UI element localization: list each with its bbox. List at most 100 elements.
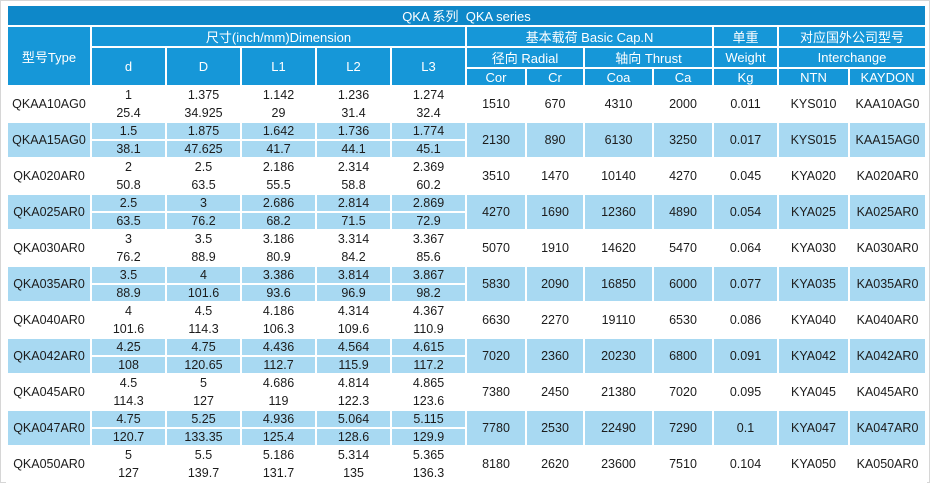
cell-L1-mm: 119 (240, 391, 317, 411)
cell-cor: 7780 (465, 409, 527, 447)
cell-d-mm: 127 (90, 463, 167, 483)
table-row-mm: 76.2 88.9 80.9 84.2 85.6 (7, 247, 926, 267)
bearing-spec-table: QKA 系列 QKA series 型号Type 尺寸(inch/mm)Dime… (6, 4, 927, 483)
cell-L2-inch: 4.314 (315, 301, 392, 321)
cell-cor: 5070 (465, 229, 527, 267)
cell-L1-mm: 112.7 (240, 355, 317, 375)
group-header-dimension: 尺寸(inch/mm)Dimension (90, 25, 467, 48)
cell-ntn: KYA025 (777, 193, 850, 231)
table-row-mm: 114.3 127 119 122.3 123.6 (7, 391, 926, 411)
cell-ca: 3250 (652, 121, 714, 159)
header-row-1: 型号Type 尺寸(inch/mm)Dimension 基本载荷 Basic C… (6, 25, 927, 87)
cell-d-inch: 1 (90, 85, 167, 105)
cell-type: QKAA10AG0 (6, 85, 92, 123)
cell-coa: 21380 (583, 373, 654, 411)
cell-d-inch: 4.5 (90, 373, 167, 393)
table-row-mm: 108 120.65 112.7 115.9 117.2 (7, 355, 926, 375)
cell-ca: 2000 (652, 85, 714, 123)
cell-ca: 5470 (652, 229, 714, 267)
table-row-mm: 25.4 34.925 29 31.4 32.4 (7, 103, 926, 123)
cell-d-inch: 1.5 (90, 121, 167, 141)
cell-L3-inch: 1.774 (390, 121, 467, 141)
cell-cor: 8180 (465, 445, 527, 483)
cell-d-mm: 108 (90, 355, 167, 375)
cell-cr: 1470 (525, 157, 585, 195)
cell-d-inch: 4.75 (90, 409, 167, 429)
cell-L2-inch: 1.236 (315, 85, 392, 105)
col-header-weight-en: Weight (712, 46, 779, 69)
header-row-3: Cor Cr Coa Ca Kg NTN KAYDON (7, 67, 927, 87)
cell-L3-mm: 123.6 (390, 391, 467, 411)
cell-L2-inch: 2.314 (315, 157, 392, 177)
cell-L1-inch: 5.186 (240, 445, 317, 465)
cell-D-mm: 139.7 (165, 463, 242, 483)
cell-L1-inch: 2.186 (240, 157, 317, 177)
cell-kaydon: KA025AR0 (848, 193, 927, 231)
cell-D-inch: 1.375 (165, 85, 242, 105)
cell-ca: 6800 (652, 337, 714, 375)
cell-ca: 7510 (652, 445, 714, 483)
cell-weight-kg: 0.104 (712, 445, 779, 483)
col-header-cor: Cor (465, 67, 527, 87)
table-row-mm: 101.6 114.3 106.3 109.6 110.9 (7, 319, 926, 339)
cell-L1-mm: 68.2 (240, 211, 317, 231)
cell-L3-mm: 45.1 (390, 139, 467, 159)
cell-L3-mm: 85.6 (390, 247, 467, 267)
cell-L2-mm: 122.3 (315, 391, 392, 411)
table-row: QKAA15AG0 1.5 1.875 1.642 1.736 1.774 2130 890 6… (6, 121, 927, 159)
col-header-L2: L2 (315, 46, 392, 87)
cell-coa: 12360 (583, 193, 654, 231)
cell-ca: 7020 (652, 373, 714, 411)
cell-d-mm: 50.8 (90, 175, 167, 195)
cell-d-mm: 88.9 (90, 283, 167, 303)
cell-cr: 890 (525, 121, 585, 159)
cell-L1-inch: 4.436 (240, 337, 317, 357)
cell-ca: 6530 (652, 301, 714, 339)
cell-L1-mm: 29 (240, 103, 317, 123)
cell-L1-inch: 1.142 (240, 85, 317, 105)
cell-L2-mm: 31.4 (315, 103, 392, 123)
cell-ca: 4890 (652, 193, 714, 231)
cell-coa: 23600 (583, 445, 654, 483)
col-header-D: D (165, 46, 242, 87)
cell-L3-inch: 4.615 (390, 337, 467, 357)
cell-L1-inch: 4.936 (240, 409, 317, 429)
cell-ca: 7290 (652, 409, 714, 447)
col-header-L3: L3 (390, 46, 467, 87)
cell-cr: 1690 (525, 193, 585, 231)
cell-L1-inch: 4.686 (240, 373, 317, 393)
table-row: QKA035AR0 3.5 4 3.386 3.814 3.867 5830 2090 1685… (6, 265, 927, 303)
cell-type: QKAA15AG0 (6, 121, 92, 159)
cell-coa: 14620 (583, 229, 654, 267)
cell-D-mm: 88.9 (165, 247, 242, 267)
cell-coa: 6130 (583, 121, 654, 159)
cell-L3-inch: 3.367 (390, 229, 467, 249)
cell-ntn: KYA045 (777, 373, 850, 411)
cell-d-mm: 76.2 (90, 247, 167, 267)
table-row-mm: 63.5 76.2 68.2 71.5 72.9 (7, 211, 926, 231)
cell-ntn: KYS015 (777, 121, 850, 159)
table-row: QKA020AR0 2 2.5 2.186 2.314 2.369 3510 1470 1014… (6, 157, 927, 195)
cell-L1-inch: 3.186 (240, 229, 317, 249)
cell-ntn: KYA030 (777, 229, 850, 267)
cell-weight-kg: 0.045 (712, 157, 779, 195)
cell-L3-mm: 110.9 (390, 319, 467, 339)
col-header-coa: Coa (583, 67, 654, 87)
header-row-2: d D L1 L2 L3 径向 Radial 轴向 Thrust Weight … (7, 46, 927, 87)
cell-cor: 1510 (465, 85, 527, 123)
cell-coa: 22490 (583, 409, 654, 447)
cell-type: QKA047AR0 (6, 409, 92, 447)
cell-L1-inch: 2.686 (240, 193, 317, 213)
cell-L2-inch: 2.814 (315, 193, 392, 213)
cell-d-mm: 114.3 (90, 391, 167, 411)
cell-cor: 7020 (465, 337, 527, 375)
cell-L2-mm: 96.9 (315, 283, 392, 303)
cell-cor: 3510 (465, 157, 527, 195)
group-header-interchange: 对应国外公司型号 (777, 25, 927, 48)
cell-L3-inch: 4.865 (390, 373, 467, 393)
cell-L3-inch: 1.274 (390, 85, 467, 105)
cell-d-mm: 25.4 (90, 103, 167, 123)
cell-type: QKA045AR0 (6, 373, 92, 411)
cell-ca: 4270 (652, 157, 714, 195)
cell-d-inch: 3 (90, 229, 167, 249)
